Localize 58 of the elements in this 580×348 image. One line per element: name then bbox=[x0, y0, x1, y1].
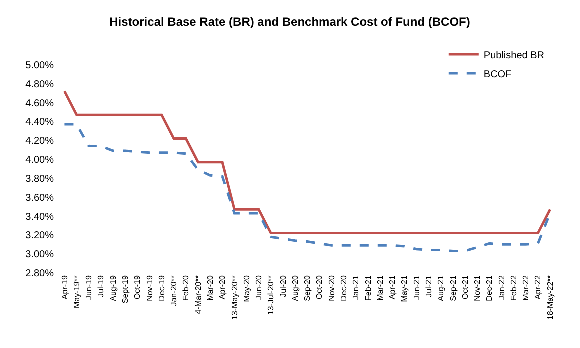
x-tick-label: Jun-20 bbox=[254, 275, 264, 300]
x-tick-label: Jan-22 bbox=[497, 275, 506, 300]
y-tick-label: 3.00% bbox=[26, 250, 54, 261]
legend-label: BCOF bbox=[484, 69, 512, 80]
x-tick-label: May-21 bbox=[400, 275, 410, 302]
x-tick-label: 4-Mar-20** bbox=[194, 276, 203, 314]
x-tick-label: Apr-20 bbox=[218, 275, 228, 300]
y-tick-label: 4.60% bbox=[26, 98, 54, 110]
y-tick-label: 4.20% bbox=[26, 136, 54, 148]
x-tick-label: Jun-21 bbox=[412, 275, 422, 300]
x-tick-label: Jul-19 bbox=[96, 275, 106, 298]
chart-title: Historical Base Rate (BR) and Benchmark Cost of Fund (BCOF) bbox=[110, 14, 470, 29]
x-tick-label: Mar-20 bbox=[206, 275, 215, 301]
y-tick-label: 3.20% bbox=[26, 230, 54, 242]
x-tick-label: Aug-21 bbox=[436, 275, 446, 302]
y-tick-label: 4.80% bbox=[26, 79, 54, 90]
x-tick-label: 13-May-20** bbox=[230, 276, 240, 320]
x-tick-label: Sep-20 bbox=[303, 275, 312, 302]
x-tick-label: Aug-19 bbox=[108, 275, 118, 302]
x-tick-label: Nov-19 bbox=[145, 275, 154, 302]
x-tick-label: Sep-21 bbox=[448, 275, 458, 302]
y-tick-label: 2.80% bbox=[26, 268, 54, 280]
x-tick-label: Mar-21 bbox=[376, 275, 385, 301]
x-tick-label: Apr-19 bbox=[60, 275, 70, 300]
y-tick-label: 4.40% bbox=[26, 117, 54, 128]
x-tick-label: Oct-21 bbox=[460, 275, 470, 300]
x-tick-label: Nov-20 bbox=[327, 275, 336, 302]
y-tick-label: 4.00% bbox=[26, 155, 54, 166]
x-tick-label: Apr-22 bbox=[534, 275, 543, 300]
x-tick-label: Oct-20 bbox=[315, 275, 324, 300]
x-tick-label: Dec-21 bbox=[485, 275, 494, 302]
x-tick-label: Jun-19 bbox=[84, 275, 94, 300]
x-tick-label: 18-May-22** bbox=[546, 276, 555, 320]
line-series bbox=[63, 90, 552, 235]
x-tick-label: Oct-19 bbox=[133, 275, 142, 300]
x-tick-label: 13-Jul-20** bbox=[266, 276, 276, 316]
y-tick-label: 5.00% bbox=[26, 60, 54, 72]
x-tick-label: Mar-22 bbox=[522, 275, 531, 301]
x-tick-label: Dec-20 bbox=[340, 275, 349, 302]
y-tick-label: 3.60% bbox=[26, 192, 54, 204]
x-tick-label: Apr-21 bbox=[388, 275, 398, 300]
x-tick-label: May-20 bbox=[242, 275, 252, 302]
legend-label: Published BR bbox=[484, 50, 544, 62]
x-tick-label: Aug-20 bbox=[290, 275, 300, 302]
x-tick-label: Feb-21 bbox=[364, 275, 373, 301]
x-tick-label: Jan-20** bbox=[170, 276, 179, 306]
x-tick-label: Feb-20 bbox=[182, 275, 191, 301]
x-tick-label: Jan-21 bbox=[352, 275, 361, 300]
y-tick-label: 3.80% bbox=[26, 174, 54, 185]
x-tick-label: Sept-19 bbox=[121, 275, 130, 304]
x-tick-label: Jul-21 bbox=[424, 275, 434, 298]
x-tick-label: Feb-22 bbox=[509, 275, 518, 301]
line-series bbox=[63, 123, 552, 252]
x-tick-label: Nov-21 bbox=[473, 275, 482, 302]
x-tick-label: Jul-20 bbox=[278, 275, 288, 298]
y-tick-label: 3.40% bbox=[26, 212, 54, 223]
x-tick-label: May-19** bbox=[72, 276, 82, 309]
x-tick-label: Dec-19 bbox=[157, 275, 166, 302]
